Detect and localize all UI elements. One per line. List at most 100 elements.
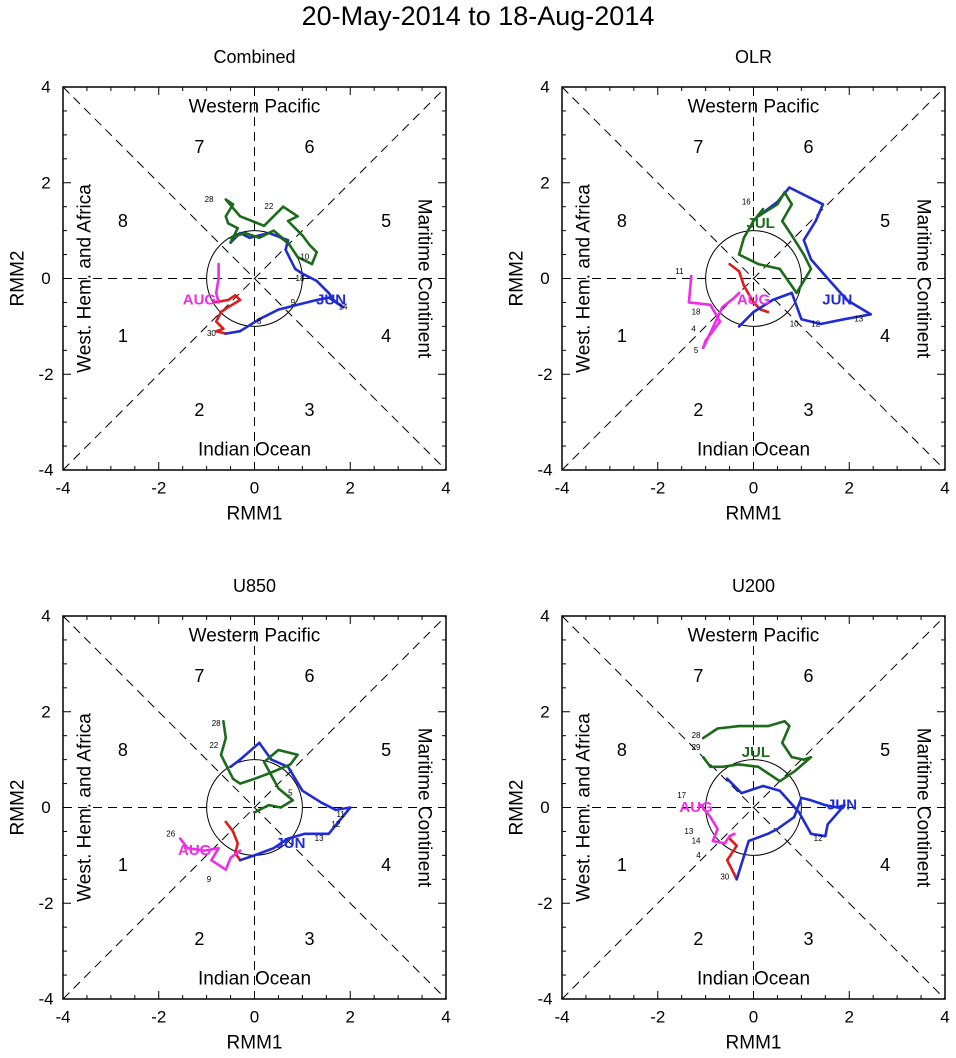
data-point-jun xyxy=(771,298,774,302)
y-tick-label: 4 xyxy=(41,78,50,97)
data-point-jul xyxy=(778,779,782,783)
data-point-jun xyxy=(778,789,782,792)
day-label: 10 xyxy=(300,252,309,261)
data-point-jul xyxy=(716,727,719,730)
data-point-jul xyxy=(243,231,247,235)
data-point-jun xyxy=(747,839,750,843)
y-tick-label: 2 xyxy=(540,702,549,721)
data-point-jun xyxy=(327,832,330,836)
x-tick-label: -2 xyxy=(151,479,166,498)
data-point-jun xyxy=(270,758,273,761)
data-point-jun xyxy=(792,815,796,819)
phase-label-2: 2 xyxy=(693,400,703,420)
data-point-jul xyxy=(301,234,304,237)
data-point-jun xyxy=(737,325,741,328)
phase-label-1: 1 xyxy=(118,326,128,346)
data-point-jun xyxy=(809,832,813,836)
data-point-jul xyxy=(308,243,311,247)
data-point-jun xyxy=(869,313,872,316)
region-label-top: Western Pacific xyxy=(688,626,820,647)
data-point-jul xyxy=(778,267,782,271)
data-point-jul xyxy=(277,787,280,790)
data-point-jun xyxy=(301,272,304,275)
data-point-may xyxy=(737,270,741,273)
data-point-jul xyxy=(282,205,285,208)
panel-title: U850 xyxy=(233,576,276,596)
day-label: 22 xyxy=(264,202,273,211)
chart-panel-olr: OLR -4 -2 0 2 4 -4 -2 0 2 4 RMM1 RMM2 Western Pacific… xyxy=(507,47,950,525)
data-point-jul xyxy=(296,255,299,259)
data-point-may xyxy=(742,284,746,287)
data-point-may xyxy=(224,820,227,824)
data-point-jun xyxy=(776,827,779,831)
data-point-jun xyxy=(761,784,765,788)
data-point-jul xyxy=(279,806,283,809)
data-point-jul xyxy=(709,765,712,769)
data-point-jul xyxy=(802,253,805,256)
day-label: 13 xyxy=(684,827,693,836)
chart-panel-u850: U850 -4 -2 0 2 4 -4 -2 0 2 4 RMM1 RMM2 Western Pacifi… xyxy=(8,576,451,1054)
data-point-jun xyxy=(800,796,803,800)
data-point-jun xyxy=(800,317,803,321)
data-point-jul xyxy=(809,756,813,759)
data-point-aug xyxy=(217,301,220,304)
data-point-may xyxy=(728,262,731,266)
data-point-jul xyxy=(790,756,793,759)
data-point-aug xyxy=(217,846,220,850)
data-point-jul xyxy=(219,753,223,757)
phase-label-6: 6 xyxy=(804,137,814,157)
data-point-jul xyxy=(272,770,275,773)
data-point-jul xyxy=(702,736,705,740)
phase-label-2: 2 xyxy=(194,929,204,949)
region-label-bottom: Indian Ocean xyxy=(198,969,311,990)
data-point-jul xyxy=(296,753,299,757)
data-point-jul xyxy=(737,253,741,256)
x-tick-label: 2 xyxy=(346,479,355,498)
data-point-aug xyxy=(224,868,227,871)
data-point-jul xyxy=(310,262,314,266)
y-tick-label: 0 xyxy=(540,269,549,288)
data-point-jun xyxy=(826,823,829,826)
data-point-jul xyxy=(790,203,793,206)
month-label-aug: AUG xyxy=(183,292,216,309)
data-point-jul xyxy=(286,241,290,244)
day-label: 30 xyxy=(720,872,729,881)
region-label-bottom: Indian Ocean xyxy=(697,969,810,990)
data-point-jul xyxy=(272,229,275,232)
data-point-jul xyxy=(262,760,266,764)
phase-label-3: 3 xyxy=(305,929,315,949)
data-point-jun xyxy=(725,777,729,780)
data-point-aug xyxy=(179,837,182,840)
data-point-jul xyxy=(757,215,760,218)
data-point-aug xyxy=(733,296,736,299)
month-label-aug: AUG xyxy=(737,292,770,309)
y-tick-label: -2 xyxy=(38,894,53,913)
data-point-jun xyxy=(819,322,822,326)
data-point-jun xyxy=(229,765,232,769)
region-label-top: Western Pacific xyxy=(189,626,321,647)
data-point-aug xyxy=(737,291,741,295)
y-axis-label: RMM2 xyxy=(507,251,528,307)
day-label: 22 xyxy=(209,741,218,750)
data-point-jul xyxy=(752,219,755,223)
data-point-aug xyxy=(229,856,232,859)
data-point-jun xyxy=(824,835,827,838)
phase-label-7: 7 xyxy=(693,137,703,157)
x-tick-label: -2 xyxy=(650,479,665,498)
data-point-aug xyxy=(709,815,712,819)
data-point-may xyxy=(222,327,225,330)
data-point-jul xyxy=(781,741,784,745)
data-point-jul xyxy=(783,720,786,723)
day-label: 28 xyxy=(692,731,701,740)
x-tick-label: 0 xyxy=(749,1008,758,1027)
phase-divider-diagonal xyxy=(62,615,447,1000)
data-point-jul xyxy=(236,227,239,230)
data-point-may xyxy=(725,858,729,862)
phase-label-4: 4 xyxy=(381,326,391,346)
data-point-jun xyxy=(327,296,330,299)
data-point-jul xyxy=(742,236,746,240)
y-tick-label: -2 xyxy=(38,365,53,384)
data-point-jun xyxy=(315,298,318,302)
series-line-aug xyxy=(214,262,220,304)
y-tick-label: -4 xyxy=(38,990,53,1009)
